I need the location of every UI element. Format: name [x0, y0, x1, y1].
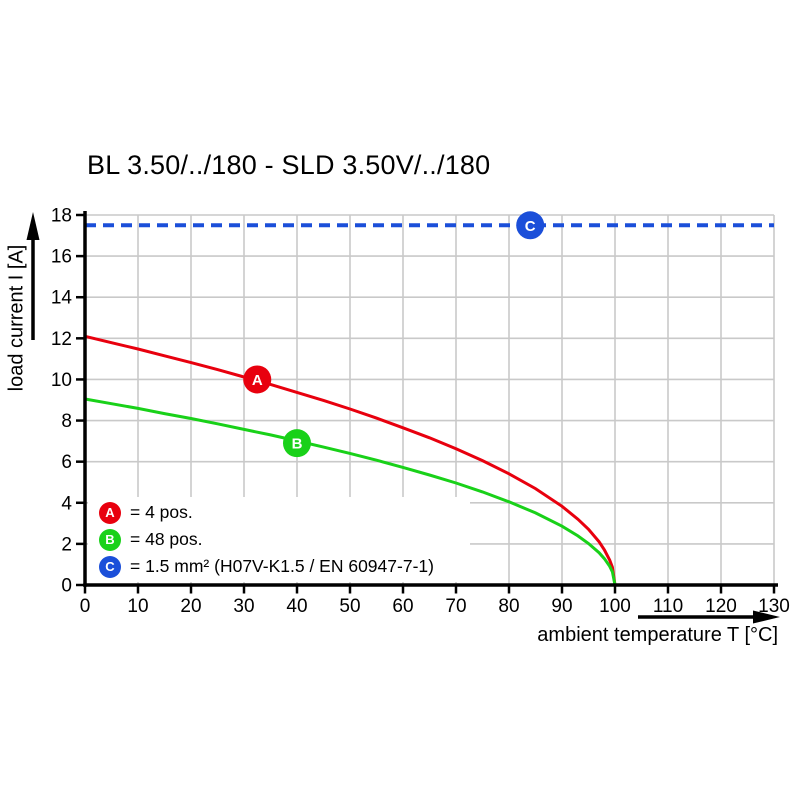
- x-tick-label: 20: [180, 596, 201, 617]
- x-tick-label: 120: [705, 596, 737, 617]
- series-b-curve: [84, 397, 617, 586]
- legend-item-c: C = 1.5 mm² (H07V-K1.5 / EN 60947-7-1): [99, 554, 470, 579]
- y-tick-label: 14: [51, 288, 73, 309]
- y-tick-label: 6: [61, 452, 72, 473]
- y-tick-label: 2: [61, 534, 72, 555]
- series-a-marker: A: [243, 365, 272, 394]
- x-tick-label: 40: [286, 596, 307, 617]
- tick-labels: 0 2 4 6 8 10 12 14 16 18 0 10 20 30 40 50 60 70 80 90 100 110…: [51, 206, 790, 618]
- x-tick-label: 0: [80, 596, 91, 617]
- svg-text:C: C: [525, 218, 536, 235]
- x-tick-label: 10: [127, 596, 148, 617]
- chart-legend: A = 4 pos. B = 48 pos. C = 1.5 mm² (H07V-K1.5…: [88, 497, 470, 582]
- y-tick-label: 10: [51, 370, 72, 391]
- series-c-marker: C: [516, 211, 545, 240]
- y-axis-arrow-icon: [26, 212, 40, 340]
- svg-text:A: A: [252, 372, 263, 389]
- legend-marker-icon: A: [99, 501, 121, 524]
- x-tick-label: 100: [599, 596, 631, 617]
- legend-item-label: = 1.5 mm² (H07V-K1.5 / EN 60947-7-1): [130, 556, 434, 576]
- y-tick-label: 12: [51, 329, 72, 350]
- legend-item-a: A = 4 pos.: [99, 500, 470, 525]
- y-tick-label: 16: [51, 247, 72, 268]
- x-axis-label: ambient temperature T [°C]: [537, 624, 778, 646]
- series-a-curve: [84, 334, 617, 586]
- legend-item-label: = 4 pos.: [130, 502, 193, 522]
- x-tick-label: 130: [758, 596, 790, 617]
- x-axis-arrow-icon: [638, 610, 780, 624]
- x-tick-label: 80: [498, 596, 519, 617]
- svg-text:B: B: [292, 436, 303, 453]
- y-tick-label: 8: [61, 411, 72, 432]
- x-tick-label: 70: [445, 596, 466, 617]
- y-tick-label: 4: [61, 493, 72, 514]
- legend-item-b: B = 48 pos.: [99, 527, 470, 552]
- x-tick-label: 30: [233, 596, 254, 617]
- x-tick-label: 90: [551, 596, 572, 617]
- legend-item-label: = 48 pos.: [130, 529, 203, 549]
- y-tick-label: 18: [51, 206, 72, 227]
- series-b-marker: B: [283, 429, 311, 458]
- x-tick-label: 110: [653, 596, 683, 617]
- y-axis-label: load current I [A]: [5, 244, 28, 392]
- chart-title: BL 3.50/../180 - SLD 3.50V/../180: [87, 150, 491, 180]
- axes: [76, 211, 778, 594]
- x-tick-label: 60: [392, 596, 413, 617]
- legend-marker-icon: C: [99, 555, 121, 578]
- legend-marker-icon: B: [99, 528, 121, 551]
- x-tick-label: 50: [339, 596, 360, 617]
- y-tick-label: 0: [61, 576, 72, 597]
